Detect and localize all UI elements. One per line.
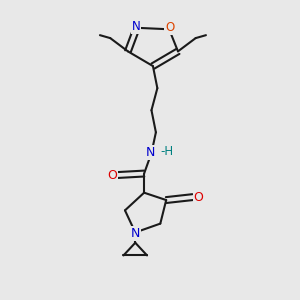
Text: -H: -H — [160, 145, 173, 158]
Text: O: O — [165, 21, 175, 34]
Text: N: N — [132, 20, 140, 33]
Text: N: N — [130, 226, 140, 239]
Text: O: O — [194, 190, 203, 204]
Text: N: N — [145, 146, 155, 159]
Text: O: O — [107, 169, 117, 182]
